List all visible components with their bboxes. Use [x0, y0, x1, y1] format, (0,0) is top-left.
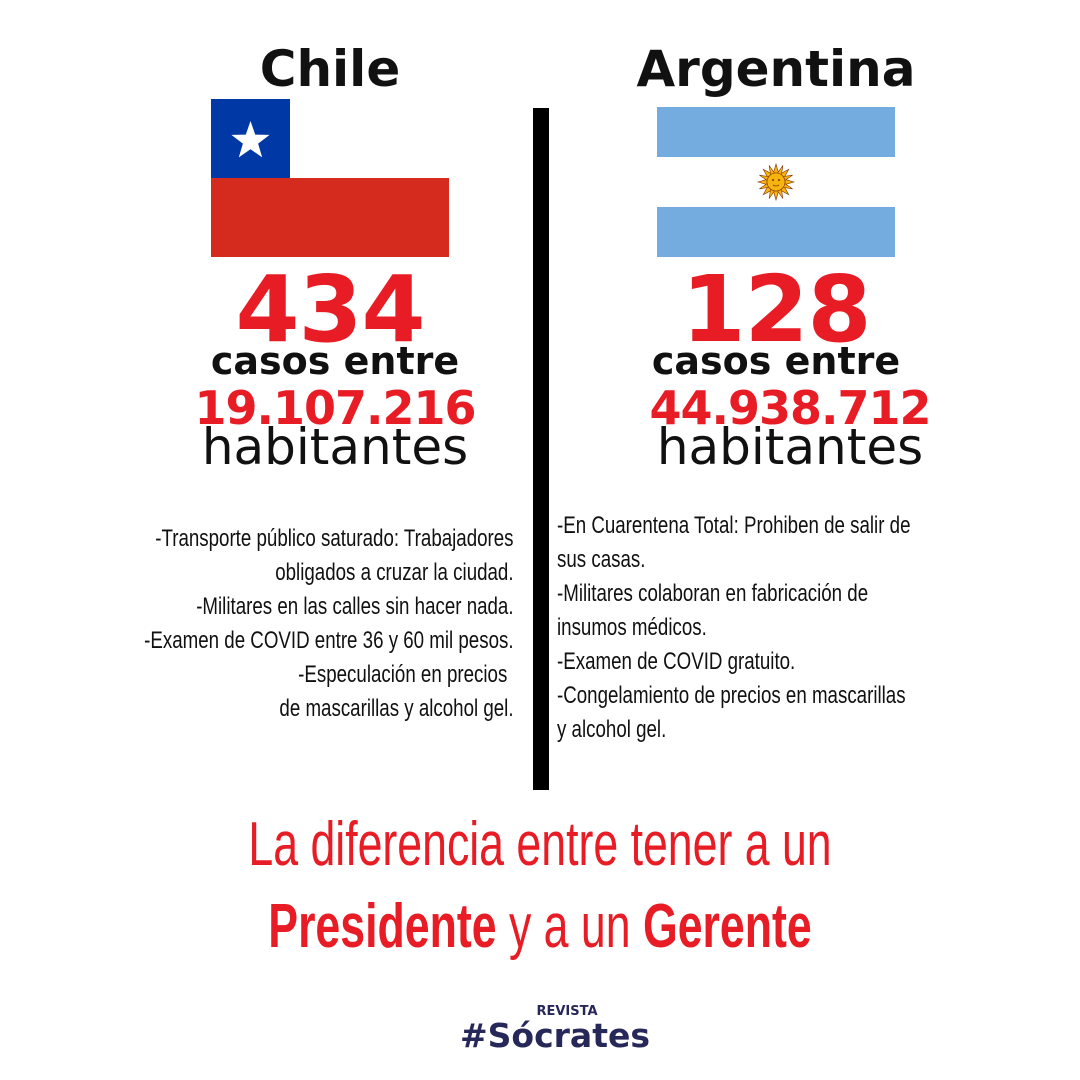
list-item: -Examen de COVID gratuito.: [557, 648, 796, 675]
brand-name: #Sócrates: [460, 1016, 650, 1055]
argentina-flag-icon: [657, 107, 895, 257]
inhabitants-label-chile: habitantes: [201, 418, 469, 476]
list-item: -En Cuarentena Total: Prohiben de salir …: [557, 512, 911, 539]
headline-line-1: La diferencia entre tener a un: [248, 810, 832, 879]
list-item: -Examen de COVID entre 36 y 60 mil pesos…: [144, 627, 514, 654]
cases-label-chile: casos entre: [210, 339, 460, 383]
argentina-bullet-list: -En Cuarentena Total: Prohiben de salir …: [557, 509, 910, 747]
cases-count-argentina: 128: [681, 256, 871, 363]
list-item: obligados a cruzar la ciudad.: [275, 559, 514, 586]
list-item: insumos médicos.: [557, 614, 707, 641]
brand-small-label: REVISTA: [536, 1004, 598, 1019]
headline-connector: y a un: [508, 892, 631, 961]
list-item: -Militares en las calles sin hacer nada.: [196, 593, 514, 620]
country-name-argentina: Argentina: [636, 40, 916, 98]
chile-flag-icon: [211, 99, 449, 257]
column-divider: [533, 108, 549, 790]
headline-word-president: Presidente: [268, 892, 497, 961]
cases-count-chile: 434: [235, 256, 425, 363]
population-chile: 19.107.216: [194, 381, 476, 435]
list-item: sus casas.: [557, 546, 646, 573]
list-item: de mascarillas y alcohol gel.: [279, 695, 514, 722]
headline-line-2: Presidente y a un Gerente: [151, 896, 929, 958]
inhabitants-label-argentina: habitantes: [656, 418, 924, 476]
population-argentina: 44.938.712: [649, 381, 931, 435]
brand-logo: REVISTA #Sócrates: [440, 1004, 670, 1052]
cases-label-argentina: casos entre: [651, 339, 901, 383]
list-item: y alcohol gel.: [557, 716, 667, 743]
list-item: -Congelamiento de precios en mascarillas: [557, 682, 906, 709]
chile-bullet-list: -Transporte público saturado: Trabajador…: [145, 522, 514, 726]
list-item: -Militares colaboran en fabricación de: [557, 580, 869, 607]
list-item: -Transporte público saturado: Trabajador…: [155, 525, 515, 552]
country-name-chile: Chile: [259, 40, 401, 98]
headline: La diferencia entre tener a un President…: [151, 814, 929, 958]
headline-word-manager: Gerente: [642, 892, 812, 961]
list-item: -Especulación en precios: [298, 661, 508, 688]
